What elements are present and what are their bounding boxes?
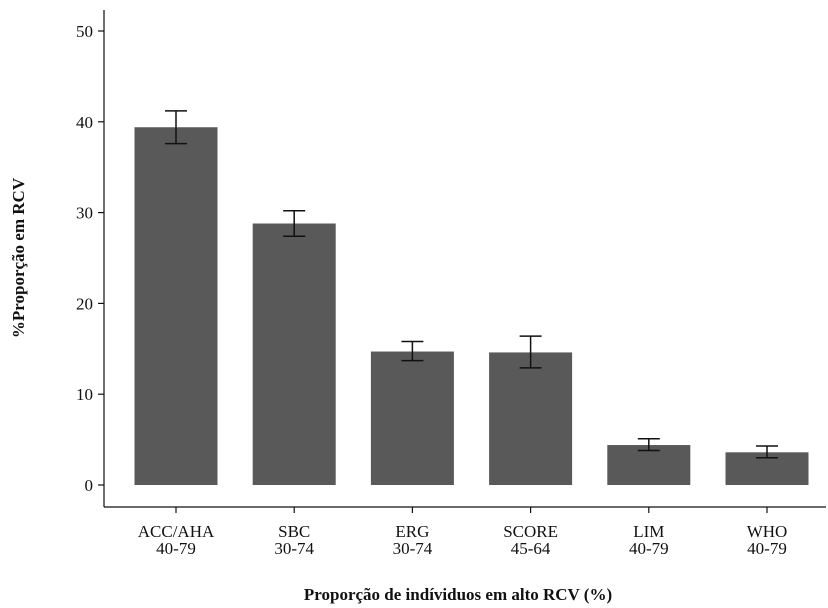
x-tick-label-line: 30-74 — [274, 539, 314, 558]
bar — [370, 351, 454, 485]
x-tick-label-line: 40-79 — [629, 539, 669, 558]
plot-area — [134, 110, 809, 486]
bar — [489, 352, 573, 485]
error-bar — [165, 110, 187, 145]
x-tick-label-line: LIM — [633, 522, 664, 541]
x-axis-title: Proporção de indíviduos em alto RCV (%) — [304, 585, 612, 604]
error-bar — [756, 445, 778, 459]
bar — [252, 223, 336, 485]
x-tick-label: SBC 30-74 — [274, 522, 314, 558]
y-tick-label: 20 — [76, 294, 93, 313]
error-bar — [637, 437, 660, 452]
y-tick-label: 0 — [85, 476, 94, 495]
y-axis-title: %Proporção em RCV — [9, 177, 28, 338]
x-tick-label-line: ACC/AHA — [138, 522, 215, 541]
y-tick-label: 40 — [76, 113, 93, 132]
x-tick-label: ERG 30-74 — [393, 522, 433, 558]
x-tick-label-line: 40-79 — [747, 539, 787, 558]
y-tick-label: 30 — [76, 204, 93, 223]
x-tick-label: SCORE 45-64 — [503, 522, 558, 558]
bar — [134, 127, 218, 486]
x-tick-label: WHO 40-79 — [747, 522, 788, 558]
error-bar — [401, 340, 424, 362]
y-tick-label: 10 — [76, 385, 93, 404]
bar — [607, 445, 691, 485]
error-bar — [283, 210, 306, 237]
x-tick-label-line: SCORE — [503, 522, 558, 541]
x-tick-label-line: SBC — [278, 522, 310, 541]
error-bar — [519, 335, 542, 369]
x-tick-label-line: 45-64 — [511, 539, 551, 558]
x-tick-label: LIM 40-79 — [629, 522, 669, 558]
y-axis-ticks: 0 10 20 30 40 50 — [76, 22, 104, 495]
x-tick-label-line: ERG — [395, 522, 429, 541]
y-tick-label: 50 — [76, 22, 93, 41]
x-tick-label: ACC/AHA 40-79 — [138, 522, 215, 558]
x-tick-label-line: WHO — [747, 522, 788, 541]
x-tick-label-line: 40-79 — [156, 539, 196, 558]
x-tick-label-line: 30-74 — [393, 539, 433, 558]
